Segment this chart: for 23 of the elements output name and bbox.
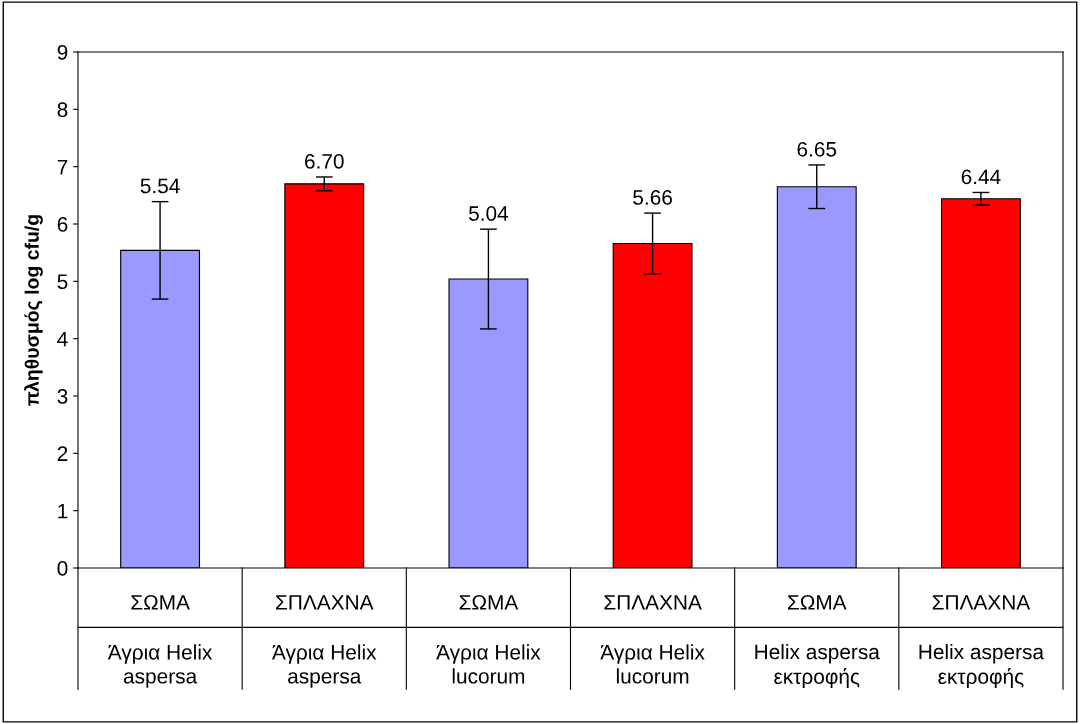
y-tick-label: 1 <box>58 503 68 519</box>
data-label: 6.44 <box>961 169 1001 185</box>
y-tick-label: 7 <box>57 159 68 175</box>
y-tick-label: 5 <box>57 274 68 290</box>
data-label: 5.04 <box>468 206 509 221</box>
y-tick-label: 6 <box>57 217 68 232</box>
y-axis-title: πληθυσμός log cfu/g <box>24 215 43 406</box>
y-tick-label: 3 <box>57 389 68 404</box>
y-tick-label: 2 <box>57 446 68 461</box>
y-tick-label: 4 <box>57 331 68 347</box>
category-label: ΣΩΜΑ Helix aspersa εκτροφής <box>755 594 880 689</box>
y-tick-label: 0 <box>57 561 68 576</box>
y-tick-label: 8 <box>57 102 68 118</box>
category-label: ΣΩΜΑ Άγρια Helix aspersa <box>107 594 213 688</box>
data-label: 5.66 <box>633 190 672 205</box>
category-label: ΣΠΛΑΧΝΑ Άγρια Helix aspersa <box>272 595 377 688</box>
category-label: ΣΠΛΑΧΝΑ Άγρια Helix lucorum <box>600 595 705 684</box>
data-label: 6.65 <box>797 141 837 157</box>
category-label: ΣΠΛΑΧΝΑ Helix aspersa εκτροφής <box>919 595 1045 689</box>
data-label: 6.70 <box>305 153 344 169</box>
category-label: ΣΩΜΑ Άγρια Helix lucorum <box>436 594 541 684</box>
y-tick-label: 9 <box>57 45 68 60</box>
data-label: 5.54 <box>140 178 180 194</box>
